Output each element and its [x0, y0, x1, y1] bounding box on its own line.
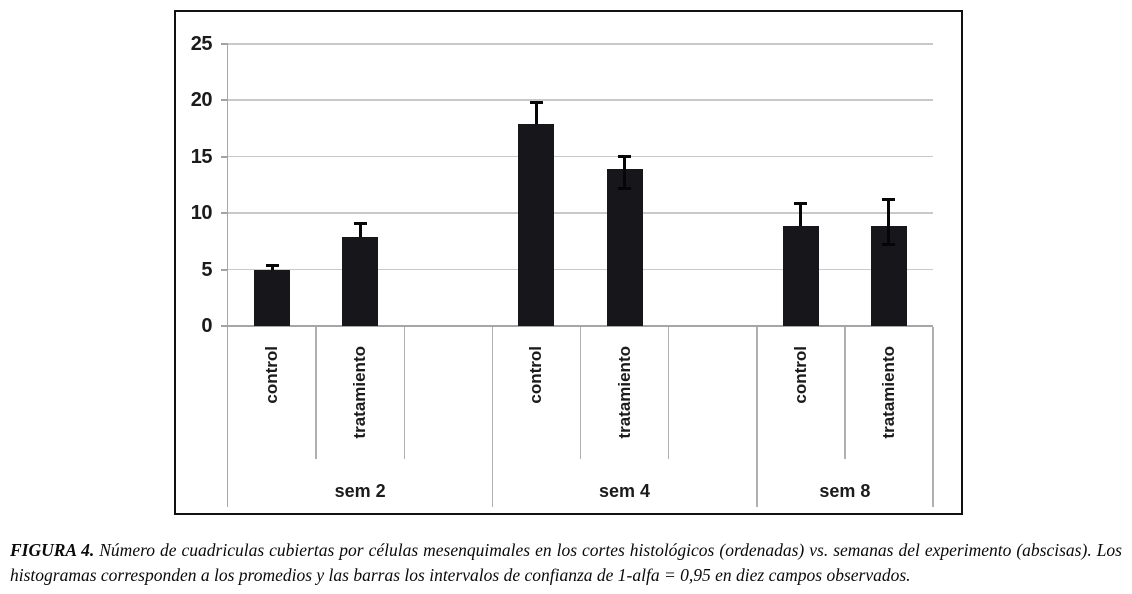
figure-caption-label: FIGURA 4.	[10, 540, 95, 560]
group-separator	[756, 327, 758, 507]
y-axis-tick-0	[221, 325, 228, 327]
bar-sem-4-tratamiento	[606, 169, 643, 326]
gridline-y0	[228, 325, 933, 327]
error-bar-sem-2-control	[270, 265, 274, 270]
gridline-y25	[228, 43, 933, 45]
bar-sem-8-control	[782, 225, 819, 326]
error-bar-cap-low-sem-8-tratamiento	[882, 243, 896, 247]
slot-separator	[844, 327, 846, 459]
group-label-sem-8: sem 8	[819, 481, 871, 501]
y-tick-label-10: 10	[190, 202, 213, 225]
error-bar-cap-high-sem-2-tratamiento	[353, 221, 367, 225]
error-bar-cap-high-sem-4-control	[529, 101, 543, 105]
error-bar-sem-8-control	[799, 203, 803, 226]
slot-separator	[403, 327, 405, 459]
error-bar-sem-4-tratamiento	[623, 156, 627, 189]
error-bar-sem-4-control	[534, 102, 538, 125]
gridline-y10	[228, 212, 933, 214]
y-axis-tick-20	[221, 99, 228, 102]
slot-separator	[315, 327, 317, 459]
error-bar-sem-2-tratamiento	[358, 223, 362, 237]
bar-sem-2-tratamiento	[342, 236, 379, 326]
y-tick-label-15: 15	[190, 145, 213, 168]
error-bar-cap-high-sem-2-control	[265, 263, 279, 267]
figure-caption-text: Número de cuadriculas cubiertas por célu…	[10, 540, 1122, 585]
gridline-y15	[228, 155, 933, 158]
y-axis-tick-5	[221, 268, 228, 271]
error-bar-cap-low-sem-4-tratamiento	[618, 186, 632, 190]
y-axis-tick-10	[221, 212, 228, 215]
error-bar-cap-high-sem-4-tratamiento	[618, 155, 632, 159]
figure-caption: FIGURA 4. Número de cuadriculas cubierta…	[10, 538, 1122, 587]
category-label-sem-2-tratamiento: tratamiento	[350, 346, 370, 439]
category-label-sem-4-tratamiento: tratamiento	[614, 346, 634, 439]
category-label-sem-8-control: control	[790, 346, 810, 404]
gridline-y5	[228, 268, 933, 271]
y-tick-label-20: 20	[190, 89, 213, 112]
group-label-sem-4: sem 4	[599, 481, 651, 501]
gridline-y20	[228, 99, 933, 101]
y-tick-label-0: 0	[201, 315, 212, 337]
bar-sem-2-control	[254, 269, 291, 326]
error-bar-cap-high-sem-8-tratamiento	[882, 198, 896, 202]
y-axis-line	[226, 44, 228, 507]
group-separator	[932, 327, 934, 507]
group-label-sem-2: sem 2	[334, 481, 386, 501]
figure-panel-border	[174, 10, 963, 515]
category-label-sem-4-control: control	[526, 346, 546, 404]
slot-separator	[579, 327, 582, 459]
category-label-sem-8-tratamiento: tratamiento	[878, 346, 898, 439]
error-bar-cap-high-sem-8-control	[794, 201, 808, 205]
category-label-sem-2-control: control	[262, 346, 282, 404]
y-tick-label-25: 25	[190, 33, 213, 55]
y-axis-tick-15	[221, 155, 228, 158]
bar-sem-4-control	[518, 124, 555, 326]
slot-separator	[667, 327, 670, 459]
y-axis-tick-25	[221, 43, 228, 45]
group-separator	[491, 327, 494, 507]
y-tick-label-5: 5	[201, 258, 212, 281]
error-bar-sem-8-tratamiento	[887, 199, 891, 245]
